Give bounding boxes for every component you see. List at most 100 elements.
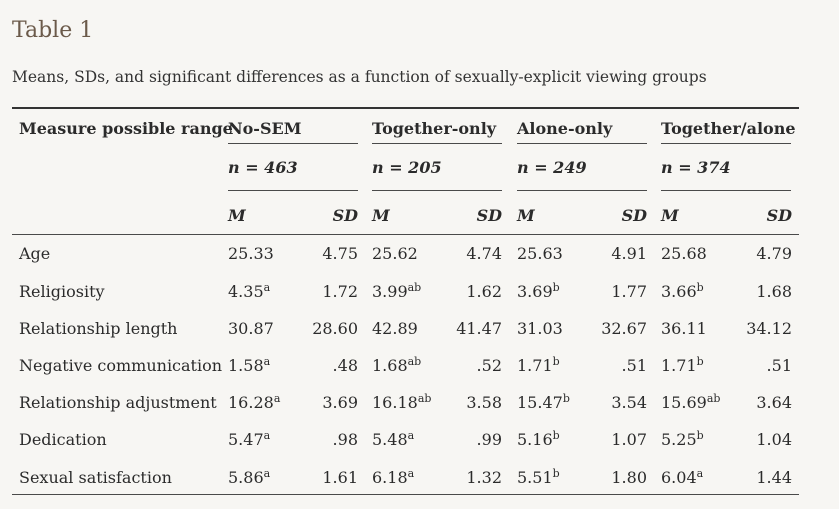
mean-number: 5.86 — [228, 468, 264, 487]
mean-number: 1.71 — [517, 356, 553, 375]
mean-number: 30.87 — [228, 319, 274, 338]
mean-number: 5.51 — [517, 468, 553, 487]
mean-number: 6.18 — [372, 468, 408, 487]
group-header: Together-only — [372, 119, 497, 138]
significance-superscript: a — [407, 429, 415, 442]
n-underline — [372, 190, 502, 191]
group-underline — [661, 143, 791, 144]
sd-value: 1.62 — [466, 282, 502, 301]
sd-value: 4.74 — [466, 244, 502, 263]
sd-value: 1.04 — [756, 430, 792, 449]
m-column-header: M — [661, 206, 679, 225]
group-underline — [517, 143, 647, 144]
group-header: Alone-only — [517, 119, 613, 138]
table-bottom-rule — [12, 494, 799, 495]
sd-value: 1.44 — [756, 468, 792, 487]
mean-value: 3.99ab — [372, 282, 421, 301]
mean-number: 1.68 — [372, 356, 408, 375]
mean-number: 1.58 — [228, 356, 264, 375]
mean-number: 16.28 — [228, 393, 274, 412]
significance-superscript: b — [552, 429, 560, 442]
mean-value: 25.68 — [661, 244, 707, 263]
group-n: n = 463 — [228, 158, 298, 177]
significance-superscript: a — [263, 429, 271, 442]
significance-superscript: b — [552, 355, 560, 368]
mean-number: 3.66 — [661, 282, 697, 301]
significance-superscript: a — [407, 467, 415, 480]
sd-value: 32.67 — [601, 319, 647, 338]
mean-value: 15.69ab — [661, 393, 720, 412]
significance-superscript: b — [696, 281, 704, 294]
row-label: Dedication — [19, 430, 107, 449]
mean-value: 5.16b — [517, 430, 560, 449]
mean-number: 3.69 — [517, 282, 553, 301]
significance-superscript: a — [263, 281, 271, 294]
sd-value: 1.32 — [466, 468, 502, 487]
group-n: n = 205 — [372, 158, 442, 177]
mean-number: 5.25 — [661, 430, 697, 449]
mean-number: 31.03 — [517, 319, 563, 338]
significance-superscript: a — [273, 392, 281, 405]
mean-value: 30.87 — [228, 319, 274, 338]
significance-superscript: a — [263, 355, 271, 368]
group-n: n = 374 — [661, 158, 731, 177]
sd-column-header: SD — [621, 206, 647, 225]
mean-number: 25.62 — [372, 244, 418, 263]
sd-value: 3.54 — [611, 393, 647, 412]
row-label: Relationship adjustment — [19, 393, 217, 412]
m-column-header: M — [517, 206, 535, 225]
mean-value: 5.48a — [372, 430, 414, 449]
group-underline — [372, 143, 502, 144]
n-underline — [661, 190, 791, 191]
group-header: No-SEM — [228, 119, 302, 138]
sd-column-header: SD — [766, 206, 792, 225]
header-bottom-rule — [12, 234, 799, 235]
group-n: n = 249 — [517, 158, 587, 177]
sd-value: .48 — [332, 356, 358, 375]
sd-value: 4.91 — [611, 244, 647, 263]
mean-value: 25.33 — [228, 244, 274, 263]
group-header: Together/alone — [661, 119, 796, 138]
significance-superscript: ab — [417, 392, 432, 405]
sd-column-header: SD — [476, 206, 502, 225]
mean-value: 16.28a — [228, 393, 280, 412]
significance-superscript: a — [696, 467, 704, 480]
mean-value: 6.18a — [372, 468, 414, 487]
sd-value: 41.47 — [456, 319, 502, 338]
sd-value: 1.61 — [322, 468, 358, 487]
mean-value: 25.62 — [372, 244, 418, 263]
significance-superscript: b — [552, 467, 560, 480]
mean-value: 1.58a — [228, 356, 270, 375]
mean-value: 5.51b — [517, 468, 560, 487]
mean-value: 42.89 — [372, 319, 418, 338]
row-label: Negative communication — [19, 356, 223, 375]
mean-number: 15.69 — [661, 393, 707, 412]
mean-value: 4.35a — [228, 282, 270, 301]
mean-value: 5.86a — [228, 468, 270, 487]
sd-value: 3.58 — [466, 393, 502, 412]
sd-value: .99 — [476, 430, 502, 449]
mean-number: 15.47 — [517, 393, 563, 412]
mean-value: 3.66b — [661, 282, 704, 301]
mean-number: 36.11 — [661, 319, 707, 338]
sd-value: 3.69 — [322, 393, 358, 412]
significance-superscript: ab — [706, 392, 721, 405]
mean-number: 5.16 — [517, 430, 553, 449]
mean-number: 4.35 — [228, 282, 264, 301]
mean-number: 16.18 — [372, 393, 418, 412]
sd-value: 4.75 — [322, 244, 358, 263]
mean-number: 5.47 — [228, 430, 264, 449]
mean-number: 1.71 — [661, 356, 697, 375]
row-label: Religiosity — [19, 282, 105, 301]
mean-value: 31.03 — [517, 319, 563, 338]
significance-superscript: b — [552, 281, 560, 294]
mean-value: 25.63 — [517, 244, 563, 263]
m-column-header: M — [228, 206, 246, 225]
sd-column-header: SD — [332, 206, 358, 225]
significance-superscript: ab — [407, 355, 422, 368]
mean-number: 25.33 — [228, 244, 274, 263]
mean-value: 1.71b — [517, 356, 560, 375]
sd-value: .51 — [621, 356, 647, 375]
mean-value: 6.04a — [661, 468, 703, 487]
mean-number: 3.99 — [372, 282, 408, 301]
